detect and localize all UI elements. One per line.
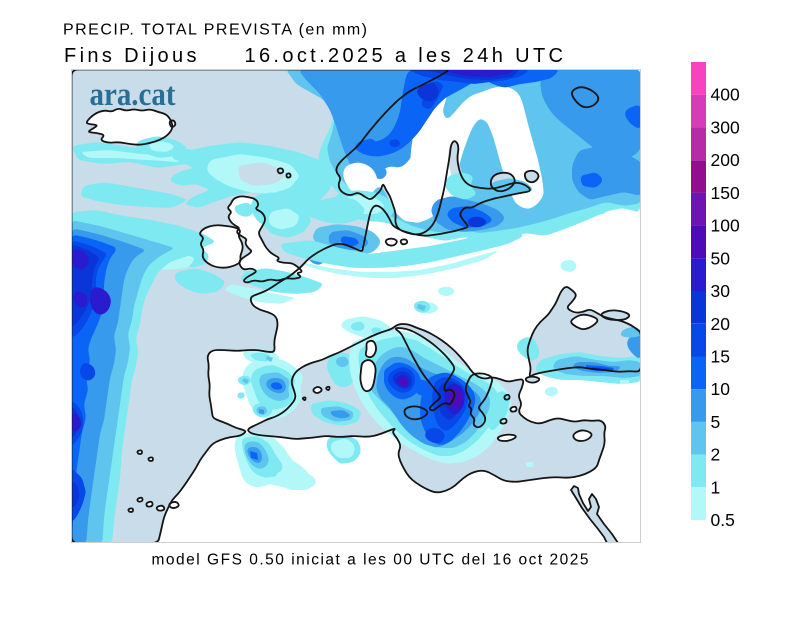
svg-text:ara.cat: ara.cat [90, 77, 176, 113]
svg-text:PRECIP. TOTAL PREVISTA (en mm): PRECIP. TOTAL PREVISTA (en mm) [63, 22, 367, 39]
svg-text:200: 200 [711, 150, 740, 170]
svg-text:5: 5 [711, 412, 721, 432]
svg-text:300: 300 [711, 117, 740, 137]
svg-text:15: 15 [711, 347, 730, 367]
svg-text:150: 150 [711, 183, 740, 203]
svg-text:model GFS 0.50 iniciat a les 0: model GFS 0.50 iniciat a les 00 UTC del … [152, 552, 589, 569]
svg-text:1: 1 [711, 477, 721, 497]
svg-text:20: 20 [711, 314, 731, 334]
svg-text:30: 30 [711, 281, 731, 301]
svg-text:10: 10 [711, 379, 731, 399]
svg-text:100: 100 [711, 216, 740, 236]
svg-text:0.5: 0.5 [711, 510, 735, 530]
svg-text:2: 2 [711, 445, 721, 465]
svg-text:400: 400 [711, 85, 740, 105]
svg-text:50: 50 [711, 248, 731, 268]
